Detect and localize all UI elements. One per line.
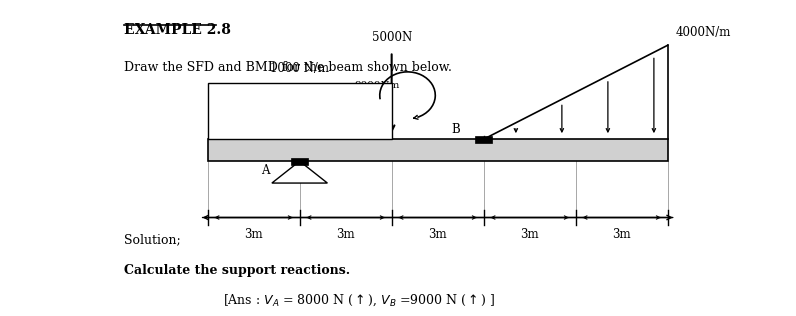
Text: 3m: 3m xyxy=(521,228,539,241)
Text: 4000N/m: 4000N/m xyxy=(676,26,731,39)
Text: Draw the SFD and BMD for the beam shown below.: Draw the SFD and BMD for the beam shown … xyxy=(124,61,452,74)
Text: 3m: 3m xyxy=(244,228,263,241)
Text: 5000N: 5000N xyxy=(372,31,412,44)
Text: Calculate the support reactions.: Calculate the support reactions. xyxy=(124,264,350,277)
Text: [Ans : $V_A$ = 8000 N ($\uparrow$), $V_B$ =9000 N ($\uparrow$) ]: [Ans : $V_A$ = 8000 N ($\uparrow$), $V_B… xyxy=(224,293,496,308)
Text: 3m: 3m xyxy=(428,228,447,241)
Text: B: B xyxy=(451,123,460,136)
Text: Solution;: Solution; xyxy=(124,233,181,246)
Text: 3m: 3m xyxy=(612,228,631,241)
FancyBboxPatch shape xyxy=(475,136,493,143)
FancyBboxPatch shape xyxy=(208,139,668,161)
FancyBboxPatch shape xyxy=(291,158,308,165)
Text: 9000Nm: 9000Nm xyxy=(354,82,400,90)
FancyBboxPatch shape xyxy=(208,83,392,139)
Polygon shape xyxy=(272,161,327,183)
Text: 1000 N/m: 1000 N/m xyxy=(270,62,329,75)
Text: A: A xyxy=(261,164,270,177)
Text: 3m: 3m xyxy=(337,228,355,241)
Text: EXAMPLE 2.8: EXAMPLE 2.8 xyxy=(124,23,231,37)
